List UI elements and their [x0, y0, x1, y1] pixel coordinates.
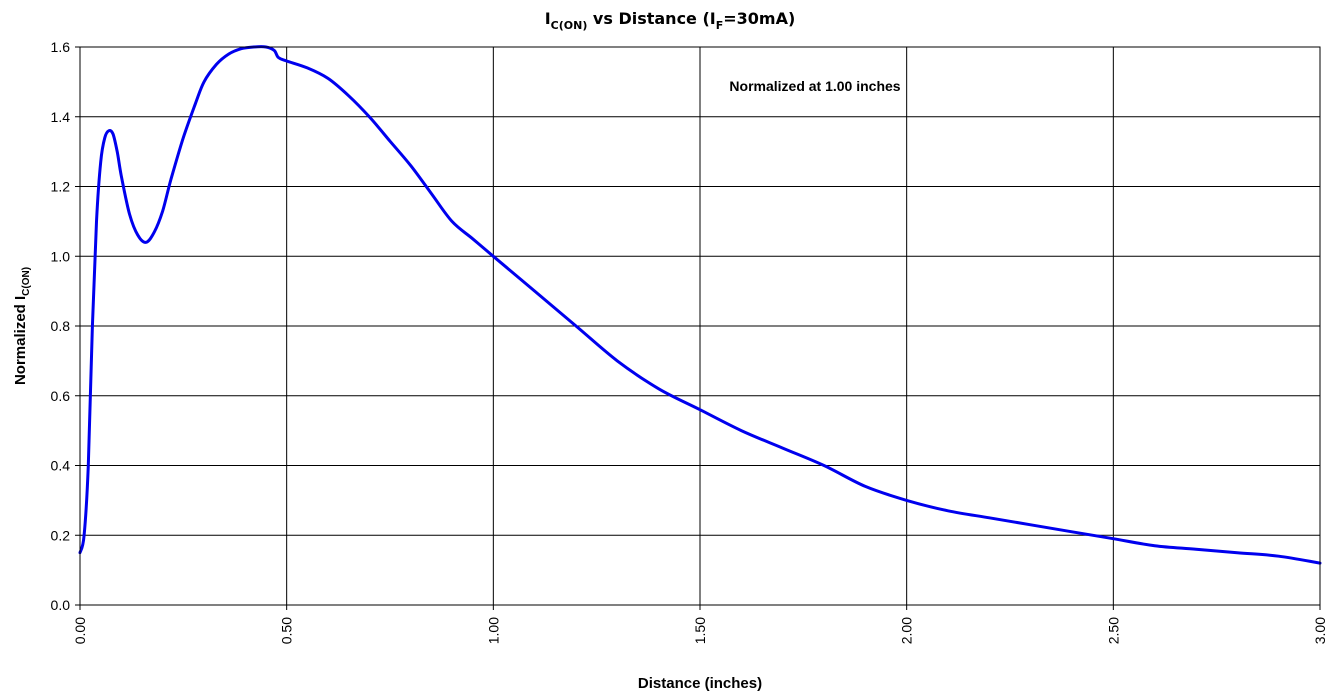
y-tick-label: 0.4: [51, 458, 71, 474]
y-tick-label: 1.2: [51, 179, 71, 195]
y-tick-label: 0.6: [51, 388, 71, 404]
x-tick-label: 3.00: [1312, 617, 1328, 644]
x-tick-label: 1.00: [485, 617, 501, 644]
x-axis-label: Distance (inches): [638, 675, 762, 692]
y-tick-label: 0.0: [51, 597, 71, 613]
y-tick-label: 1.6: [51, 39, 71, 55]
x-tick-label: 2.00: [899, 617, 915, 644]
y-axis-label: Normalized IC(ON): [12, 267, 32, 385]
grid-layer: [79, 46, 1321, 606]
y-tick-label: 1.0: [51, 248, 71, 264]
x-tick-label: 2.50: [1105, 617, 1121, 644]
x-tick-label: 0.50: [279, 617, 295, 644]
tick-labels: 0.00 0.50 1.00 1.50 2.00 2.50 3.00 0.0 0.2 0.4 0.6…: [51, 39, 1328, 644]
y-tick-label: 0.8: [51, 318, 71, 334]
plot-frame: [79, 46, 1321, 606]
chart-title: IC(ON) vs Distance (IF=30mA): [545, 9, 796, 32]
series-layer: [78, 45, 1322, 565]
y-tick-label: 0.2: [51, 527, 71, 543]
x-tick-label: 1.50: [692, 617, 708, 644]
y-tick-label: 1.4: [51, 109, 71, 125]
x-tick-label: 0.00: [72, 617, 88, 644]
series-line: [78, 45, 1322, 565]
normalization-annotation: Normalized at 1.00 inches: [729, 78, 900, 94]
